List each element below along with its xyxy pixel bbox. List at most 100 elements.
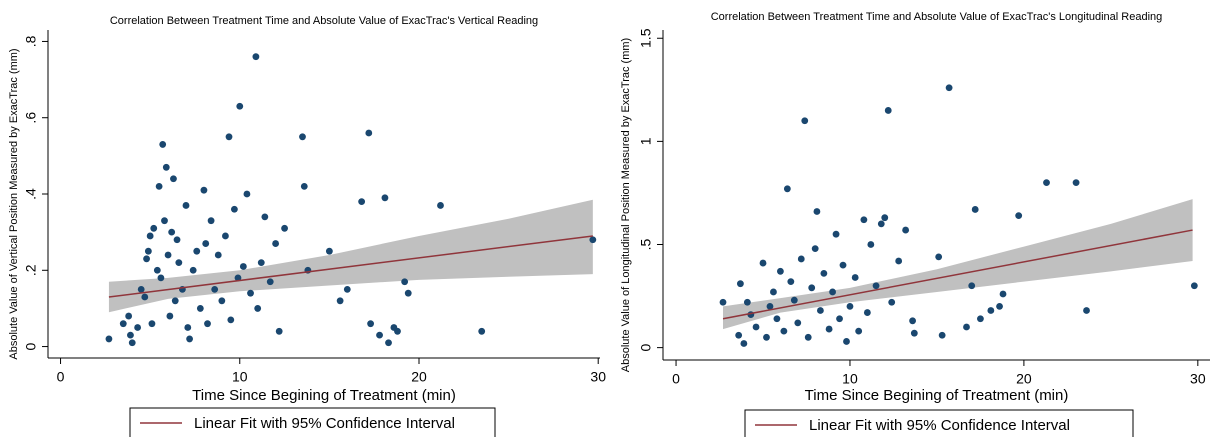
data-point xyxy=(247,289,254,297)
data-point xyxy=(910,329,918,337)
data-point xyxy=(829,288,836,296)
data-point xyxy=(157,274,165,282)
data-point xyxy=(783,185,791,193)
data-point xyxy=(166,312,174,320)
fit-line xyxy=(722,229,1193,320)
data-point xyxy=(1015,212,1023,220)
data-point xyxy=(1043,179,1050,187)
data-point xyxy=(977,315,984,323)
data-point xyxy=(902,226,910,234)
data-point xyxy=(825,325,833,333)
data-point xyxy=(394,327,401,335)
data-point xyxy=(743,298,751,306)
data-point xyxy=(385,339,392,347)
x-tick-label: 20 xyxy=(411,369,427,385)
data-point xyxy=(1190,282,1198,290)
data-point xyxy=(200,186,208,194)
confidence-band xyxy=(723,199,1193,330)
data-point xyxy=(202,240,210,247)
data-point xyxy=(945,84,953,92)
data-point xyxy=(275,327,283,335)
data-point xyxy=(801,117,809,125)
y-tick-label: .8 xyxy=(23,35,39,47)
data-point xyxy=(225,133,233,141)
data-point xyxy=(808,284,816,292)
data-point xyxy=(119,320,127,328)
data-point xyxy=(170,175,177,183)
data-point xyxy=(811,245,819,253)
data-point xyxy=(343,285,351,293)
data-point xyxy=(153,266,161,274)
x-tick-label: 0 xyxy=(672,371,680,387)
data-point xyxy=(155,182,163,190)
data-point xyxy=(173,236,181,244)
data-point xyxy=(851,274,859,281)
chart: Correlation Between Treatment Time and A… xyxy=(620,11,1210,437)
legend-box xyxy=(129,407,496,437)
data-point xyxy=(877,220,885,228)
data-point xyxy=(300,182,308,190)
data-point xyxy=(336,297,344,305)
data-point xyxy=(137,285,145,293)
x-tick-label: 30 xyxy=(1190,371,1206,387)
y-axis-label: Absolute Value of Longitudinal Position … xyxy=(620,38,632,372)
data-point xyxy=(909,317,916,325)
data-point xyxy=(938,331,946,339)
y-tick-label: .4 xyxy=(23,188,39,200)
data-point xyxy=(128,339,136,347)
data-point xyxy=(832,230,840,238)
y-axis-label: Absolute Value of Vertical Position Meas… xyxy=(8,48,20,359)
data-point xyxy=(401,278,409,286)
data-point xyxy=(863,309,871,316)
data-point xyxy=(820,269,828,277)
data-point xyxy=(787,278,795,286)
data-point xyxy=(193,247,201,255)
data-point xyxy=(790,296,798,304)
x-tick-label: 0 xyxy=(57,369,65,385)
data-point xyxy=(735,331,743,339)
data-point xyxy=(437,202,444,209)
data-point xyxy=(872,282,880,290)
data-point xyxy=(189,266,197,274)
data-point xyxy=(182,202,190,209)
data-point xyxy=(860,216,868,224)
data-point xyxy=(376,331,383,339)
data-point xyxy=(243,190,251,198)
data-point xyxy=(186,335,193,343)
data-point xyxy=(281,224,288,232)
data-point xyxy=(759,259,767,267)
data-point xyxy=(763,333,770,341)
data-point xyxy=(204,320,211,328)
data-point xyxy=(773,315,781,323)
data-point xyxy=(935,253,943,261)
data-point xyxy=(358,198,366,206)
legend-label: Linear Fit with 95% Confidence Interval xyxy=(809,417,1070,434)
chart: Correlation Between Treatment Time and A… xyxy=(8,15,606,437)
x-tick-label: 20 xyxy=(1016,371,1032,387)
data-point xyxy=(817,307,824,314)
data-point xyxy=(196,305,204,312)
data-point xyxy=(381,194,389,202)
data-point xyxy=(150,224,158,232)
data-point xyxy=(867,241,875,248)
data-point xyxy=(478,327,486,335)
data-point xyxy=(813,208,821,215)
data-point xyxy=(159,141,167,148)
legend-label: Linear Fit with 95% Confidence Interval xyxy=(194,415,455,432)
data-point xyxy=(164,251,172,259)
data-point xyxy=(996,302,1003,310)
x-tick-label: 30 xyxy=(590,369,606,385)
data-point xyxy=(146,232,154,240)
data-point xyxy=(254,305,262,312)
confidence-band xyxy=(108,199,593,313)
data-point xyxy=(299,133,306,141)
chart-title: Correlation Between Treatment Time and A… xyxy=(110,15,538,27)
x-axis-label: Time Since Begining of Treatment (min) xyxy=(192,387,456,404)
data-point xyxy=(252,53,260,61)
y-tick-label: 0 xyxy=(638,344,654,352)
data-point xyxy=(161,217,168,225)
data-point xyxy=(141,293,149,301)
data-point xyxy=(797,255,805,263)
data-point xyxy=(365,129,373,137)
